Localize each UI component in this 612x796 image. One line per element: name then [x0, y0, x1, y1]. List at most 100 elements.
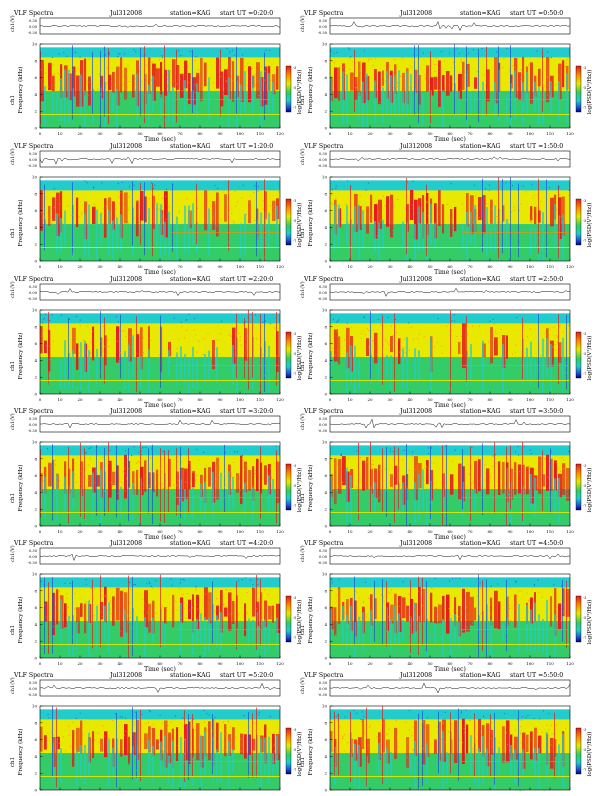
- speckle: [388, 118, 390, 120]
- emission-streak: [358, 359, 360, 389]
- speckle: [133, 721, 135, 723]
- speckle: [555, 462, 557, 464]
- speckle: [265, 49, 267, 51]
- speckle: [54, 460, 56, 461]
- speckle: [154, 518, 156, 520]
- emission-burst: [458, 463, 462, 500]
- emission-burst: [120, 57, 123, 93]
- emission-streak: [546, 338, 548, 379]
- speckle: [178, 210, 180, 212]
- emission-streak: [264, 619, 266, 658]
- speckle: [231, 50, 233, 52]
- speckle: [129, 602, 131, 604]
- speckle: [444, 445, 446, 447]
- speckle: [274, 327, 276, 329]
- emission-streak: [478, 748, 480, 787]
- emission-streak: [152, 745, 154, 782]
- emission-streak: [104, 471, 106, 510]
- speckle: [332, 384, 334, 386]
- speckle: [162, 239, 164, 241]
- sferic-line: [418, 45, 419, 123]
- frequency-tick-label: 10: [32, 440, 38, 445]
- frequency-tick-label: 10: [32, 308, 38, 313]
- speckle: [157, 739, 159, 741]
- speckle: [558, 643, 560, 645]
- speckle: [398, 248, 400, 249]
- emission-streak: [76, 622, 78, 651]
- sferic-line: [188, 714, 189, 780]
- speckle: [558, 650, 560, 652]
- speckle: [212, 218, 214, 219]
- emission-streak: [112, 220, 114, 260]
- emission-burst: [184, 468, 188, 499]
- speckle: [565, 383, 567, 385]
- speckle: [139, 253, 141, 255]
- panel-title: VLF Spectra: [303, 276, 344, 283]
- speckle: [497, 583, 499, 585]
- speckle: [362, 523, 364, 525]
- speckle: [136, 769, 137, 771]
- speckle: [102, 223, 104, 225]
- speckle: [363, 732, 365, 734]
- emission-burst: [248, 200, 251, 224]
- time-tick-label: 0: [39, 131, 42, 136]
- time-tick-label: 40: [407, 397, 413, 402]
- speckle: [262, 208, 264, 210]
- speckle: [180, 321, 182, 323]
- speckle: [534, 358, 535, 360]
- channel-label: ch1: [10, 493, 16, 503]
- speckle: [353, 710, 355, 712]
- time-tick-label: 80: [197, 264, 203, 269]
- speckle: [338, 733, 340, 735]
- speckle: [505, 732, 507, 734]
- speckle: [400, 338, 402, 340]
- speckle: [391, 113, 393, 115]
- speckle: [241, 458, 243, 460]
- emission-streak: [354, 622, 356, 658]
- sferic-line: [260, 313, 261, 394]
- panel-date: Jul312008: [399, 10, 432, 17]
- speckle: [85, 579, 87, 581]
- emission-burst: [156, 739, 159, 750]
- speckle: [130, 785, 132, 787]
- speckle: [483, 754, 485, 756]
- speckle: [491, 722, 493, 724]
- speckle: [550, 451, 552, 453]
- colorbar: [285, 331, 292, 379]
- speckle: [366, 100, 368, 102]
- frequency-tick-label: 8: [324, 58, 327, 63]
- emission-burst: [518, 464, 522, 494]
- speckle: [224, 473, 226, 474]
- speckle: [89, 352, 91, 354]
- emission-streak: [558, 81, 560, 121]
- speckle: [221, 124, 223, 126]
- colorbar-tick-label: -3: [293, 199, 296, 203]
- sferic-line: [566, 314, 567, 390]
- speckle: [564, 468, 566, 470]
- emission-burst: [260, 592, 263, 631]
- speckle: [166, 189, 167, 191]
- speckle: [105, 594, 106, 596]
- colorbar: [285, 463, 292, 511]
- sferic-line: [80, 442, 81, 517]
- emission-streak: [494, 205, 496, 253]
- emission-burst: [252, 466, 255, 501]
- emission-streak: [406, 337, 408, 392]
- speckle: [82, 113, 84, 115]
- speckle: [268, 519, 270, 521]
- speckle: [526, 592, 528, 594]
- speckle: [257, 584, 259, 586]
- speckle: [50, 126, 52, 128]
- colorbar-tick-label: -3: [293, 728, 296, 732]
- speckle: [222, 749, 224, 751]
- speckle: [138, 451, 140, 453]
- speckle: [67, 457, 69, 459]
- speckle: [117, 321, 119, 323]
- speckle: [375, 57, 377, 59]
- emission-streak: [470, 344, 472, 381]
- speckle: [262, 321, 264, 323]
- speckle: [57, 624, 59, 626]
- speckle: [334, 763, 336, 765]
- emission-burst: [430, 77, 434, 96]
- speckle: [149, 583, 151, 585]
